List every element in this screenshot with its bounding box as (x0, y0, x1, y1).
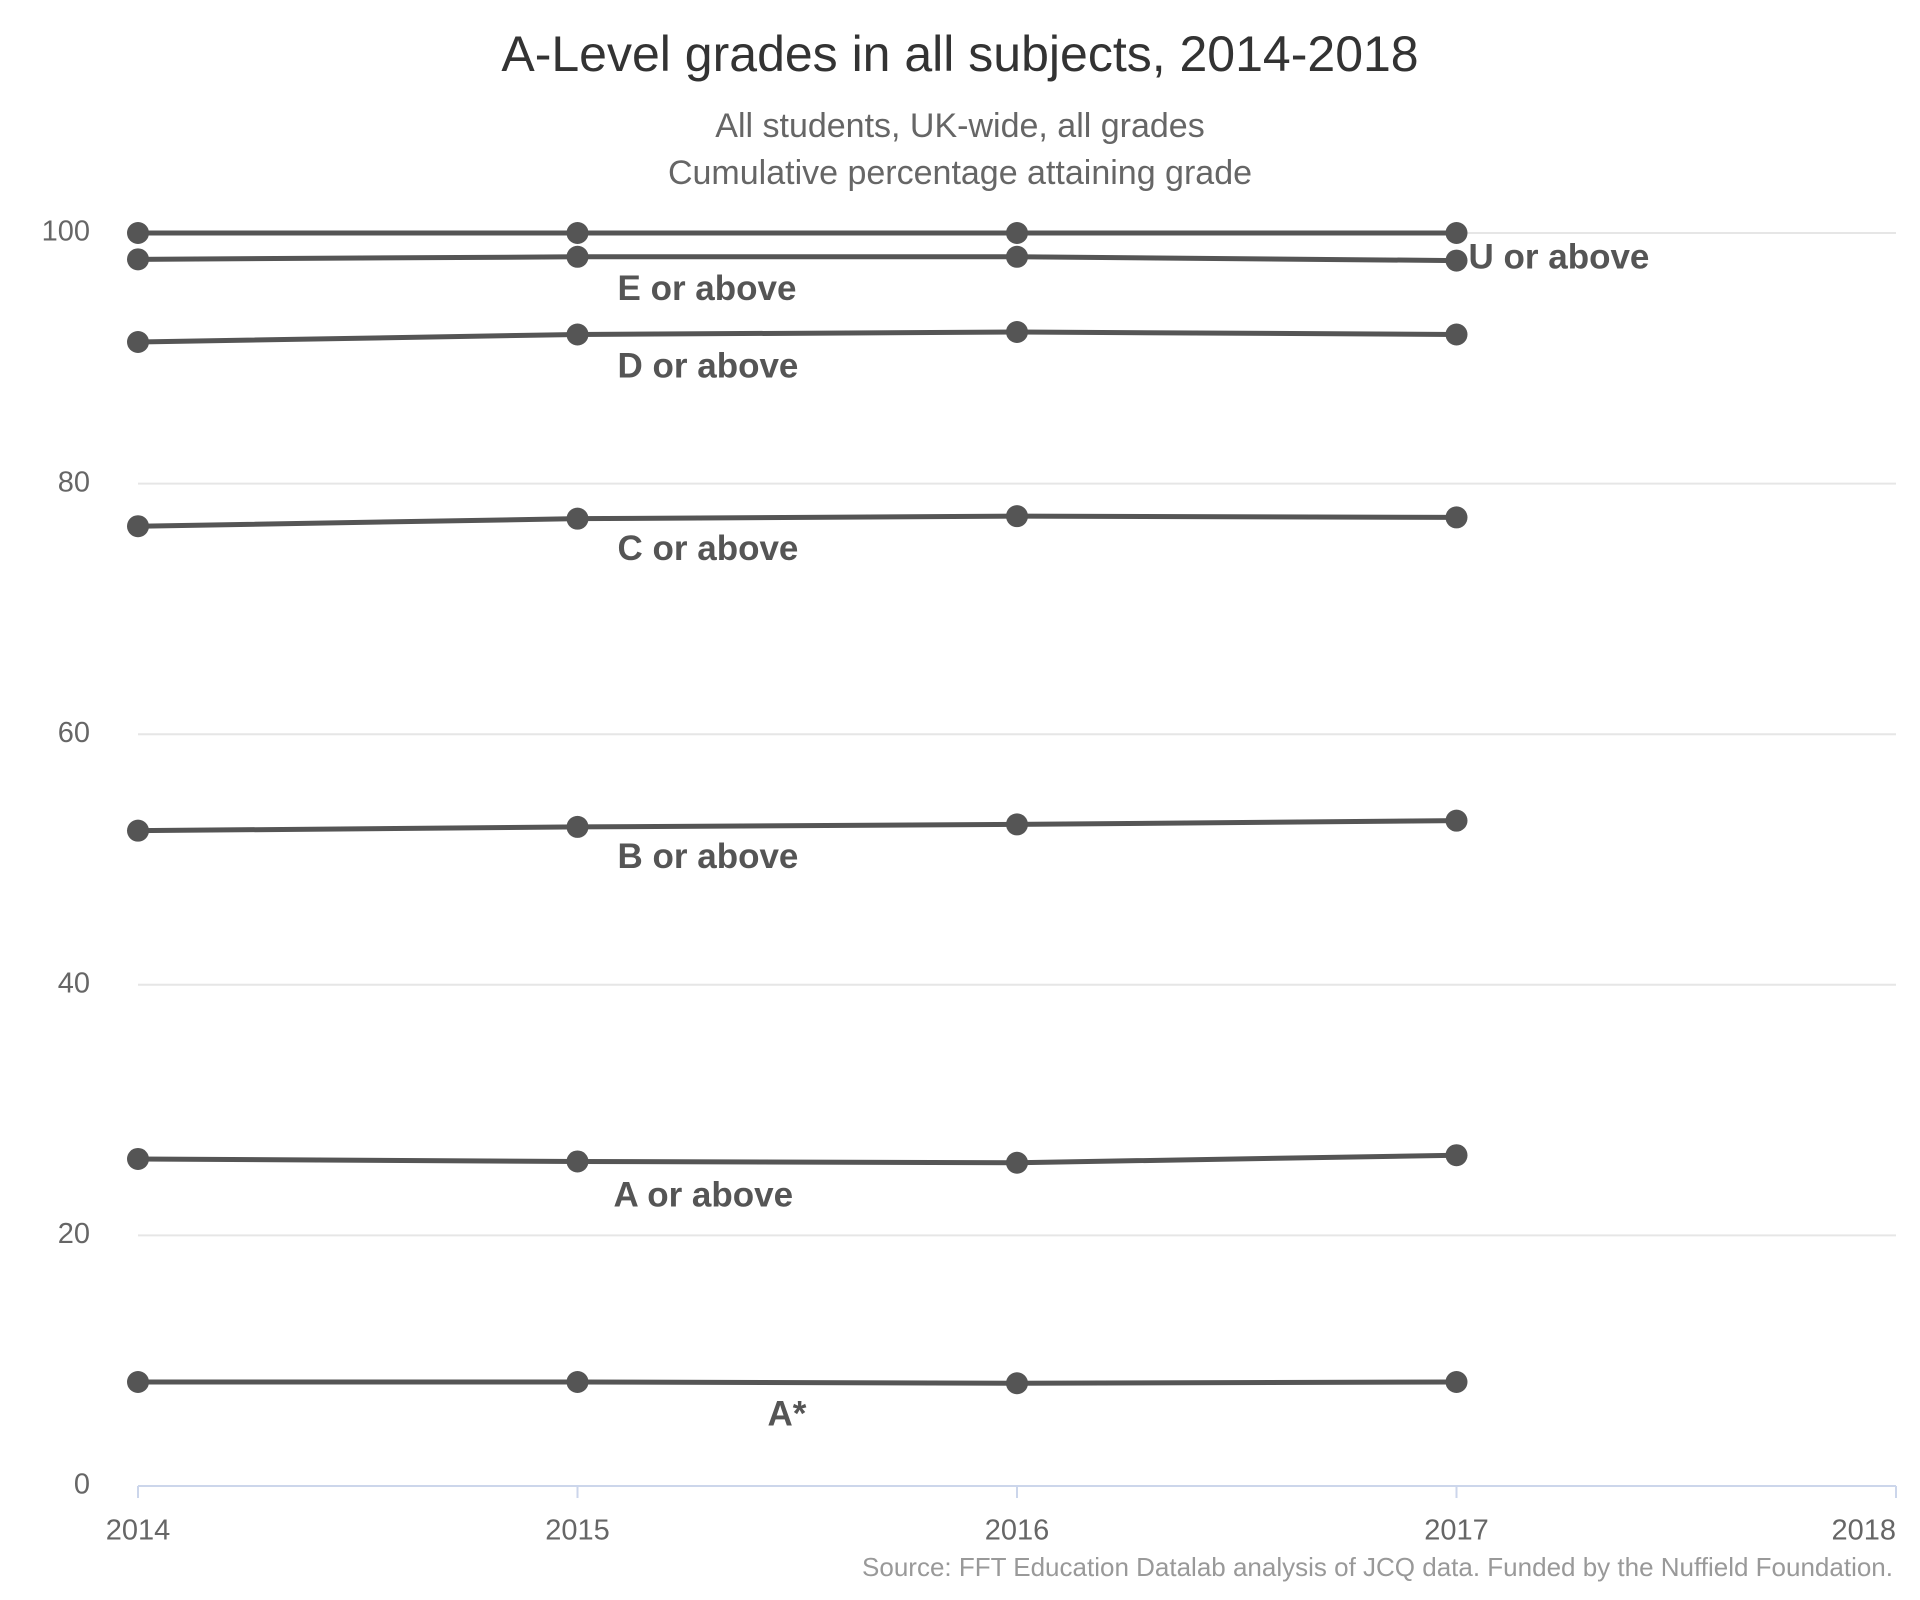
data-point (127, 1147, 149, 1170)
series-label: A or above (614, 1176, 794, 1215)
series-label: C or above (618, 529, 799, 568)
data-point (127, 819, 149, 842)
data-point (127, 1371, 149, 1394)
data-point (1445, 249, 1468, 272)
y-tick-label: 20 (58, 1218, 90, 1250)
data-point (566, 245, 589, 268)
data-point (1006, 1372, 1028, 1395)
x-tick-label: 2018 (1831, 1515, 1896, 1547)
series-line (138, 1379, 1457, 1386)
data-point (1006, 813, 1028, 836)
data-point (1445, 222, 1468, 244)
chart-subtitle: All students, UK-wide, all grades (715, 107, 1204, 145)
x-tick-label: 2014 (106, 1515, 171, 1547)
series-label: B or above (618, 837, 799, 876)
data-point (1445, 323, 1468, 346)
data-point (566, 507, 589, 530)
series-label: U or above (1469, 237, 1650, 276)
y-tick-label: 40 (58, 967, 90, 999)
data-point (566, 323, 589, 346)
y-tick-label: 100 (42, 216, 90, 248)
x-tick-label: 2015 (545, 1515, 610, 1547)
data-point (566, 1150, 589, 1173)
y-tick-label: 0 (74, 1469, 90, 1501)
data-point (1006, 1151, 1028, 1174)
data-point (1006, 222, 1028, 244)
x-tick-label: 2016 (985, 1515, 1050, 1547)
x-tick-label: 2017 (1424, 1515, 1489, 1547)
data-point (127, 248, 149, 271)
series-label: A* (768, 1394, 807, 1433)
y-tick-label: 60 (58, 717, 90, 749)
data-point (566, 1371, 589, 1394)
y-tick-label: 80 (58, 466, 90, 498)
data-point (1445, 809, 1468, 832)
data-point (1006, 245, 1028, 268)
series-label: E or above (618, 269, 797, 308)
series-line (137, 1152, 1457, 1166)
data-point (127, 222, 149, 244)
series-line (137, 254, 1457, 264)
data-point (1006, 505, 1028, 528)
chart-title: A-Level grades in all subjects, 2014-201… (501, 26, 1418, 82)
series-line (137, 818, 1457, 834)
source-note: Source: FFT Education Datalab analysis o… (862, 1552, 1893, 1582)
data-point (1006, 320, 1028, 343)
series-label: D or above (618, 347, 799, 386)
data-point (566, 815, 589, 838)
data-point (1445, 1144, 1468, 1167)
data-point (566, 222, 589, 244)
data-point (127, 515, 149, 538)
series-line (137, 513, 1457, 529)
data-point (127, 331, 149, 354)
data-point (1445, 1371, 1468, 1394)
chart-subtitle: Cumulative percentage attaining grade (668, 154, 1252, 192)
data-point (1445, 506, 1468, 529)
series-line (137, 329, 1457, 345)
